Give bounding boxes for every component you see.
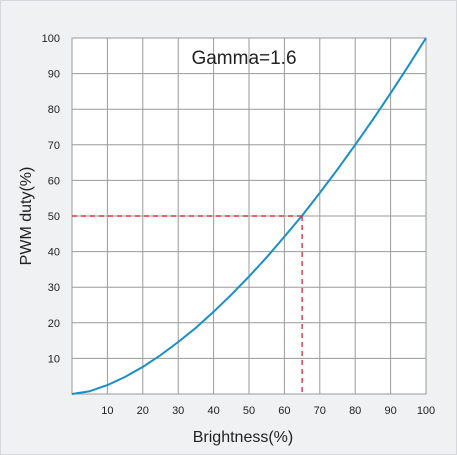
x-tick-label-30: 30 — [172, 405, 184, 417]
y-tick-label-30: 30 — [48, 282, 60, 294]
reference-lines — [72, 215, 303, 394]
x-tick-label-60: 60 — [278, 405, 290, 417]
x-tick-label-70: 70 — [314, 405, 326, 417]
x-tick-label-20: 20 — [137, 405, 149, 417]
y-axis-label: PWM duty(%) — [18, 167, 35, 266]
y-tick-label-20: 20 — [48, 318, 60, 330]
x-tick-label-90: 90 — [384, 405, 396, 417]
series-line-0 — [71, 37, 427, 395]
y-tick-label-70: 70 — [48, 140, 60, 152]
y-tick-labels: 10 20 30 40 50 60 70 80 90 100 — [42, 33, 60, 365]
x-tick-label-50: 50 — [243, 405, 255, 417]
y-tick-label-60: 60 — [48, 175, 60, 187]
y-tick-label-100: 100 — [42, 33, 60, 45]
x-axis-label: Brightness(%) — [193, 429, 293, 446]
gamma-annotation: Gamma=1.6 — [191, 48, 296, 69]
y-tick-label-80: 80 — [48, 104, 60, 116]
y-tick-label-90: 90 — [48, 69, 60, 81]
x-tick-label-80: 80 — [349, 405, 361, 417]
x-tick-labels: 10 20 30 40 50 60 70 80 90 100 — [101, 405, 435, 417]
x-tick-label-40: 40 — [207, 405, 219, 417]
x-tick-label-10: 10 — [101, 405, 113, 417]
y-tick-label-50: 50 — [48, 211, 60, 223]
x-tick-label-100: 100 — [417, 405, 435, 417]
series-group — [71, 37, 427, 395]
y-tick-label-40: 40 — [48, 247, 60, 259]
y-tick-label-10: 10 — [48, 353, 60, 365]
